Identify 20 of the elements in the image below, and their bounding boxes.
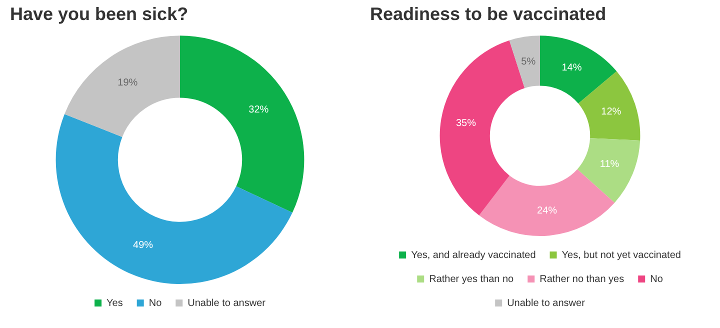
data-label: 49%	[133, 240, 154, 252]
chart-title: Readiness to be vaccinated	[370, 4, 606, 24]
data-label: 24%	[536, 205, 558, 216]
legend-label: Unable to answer	[507, 298, 586, 309]
legend-label: Yes, but not yet vaccinated	[562, 250, 681, 261]
data-label: 35%	[456, 118, 476, 129]
legend-label: Unable to answer	[188, 298, 266, 309]
legend-label: Yes	[106, 298, 123, 309]
legend-label: Rather no than yes	[540, 274, 624, 285]
legend-label: No	[148, 298, 162, 309]
data-label: 32%	[248, 104, 269, 116]
data-label: 12%	[601, 106, 622, 118]
legend-label: Rather yes than no	[429, 274, 514, 285]
data-label: 5%	[521, 56, 536, 68]
legend-label: No	[650, 274, 664, 285]
data-label: 11%	[600, 159, 620, 170]
data-label: 14%	[562, 62, 582, 74]
chart-title: Have you been sick?	[10, 4, 188, 24]
data-label: 19%	[118, 78, 138, 89]
legend-label: Yes, and already vaccinated	[411, 250, 536, 261]
